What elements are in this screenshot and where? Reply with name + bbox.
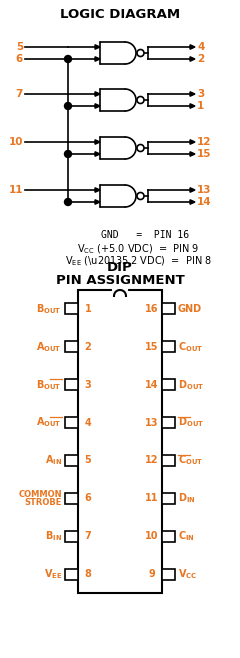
Text: 4: 4 bbox=[85, 418, 91, 428]
Text: V$_{\mathregular{EE}}$: V$_{\mathregular{EE}}$ bbox=[44, 567, 62, 581]
Bar bbox=[65, 569, 78, 580]
Polygon shape bbox=[190, 45, 195, 49]
Polygon shape bbox=[190, 200, 195, 204]
Text: 6: 6 bbox=[16, 54, 23, 64]
Text: C$_{\mathregular{IN}}$: C$_{\mathregular{IN}}$ bbox=[178, 529, 195, 543]
Text: 10: 10 bbox=[8, 137, 23, 147]
Bar bbox=[162, 493, 175, 504]
Polygon shape bbox=[190, 139, 195, 144]
Text: 2: 2 bbox=[85, 342, 91, 352]
Text: 8: 8 bbox=[84, 569, 91, 579]
Text: D$_{\mathregular{OUT}}$: D$_{\mathregular{OUT}}$ bbox=[178, 378, 204, 392]
Text: 10: 10 bbox=[145, 531, 159, 541]
Bar bbox=[162, 379, 175, 390]
Polygon shape bbox=[95, 57, 100, 61]
Bar bbox=[162, 342, 175, 352]
Text: B$_{\mathregular{OUT}}$: B$_{\mathregular{OUT}}$ bbox=[36, 302, 62, 316]
Text: B$_{\mathregular{OUT}}$: B$_{\mathregular{OUT}}$ bbox=[36, 378, 62, 392]
Text: V$_{\mathregular{CC}}$ (+5.0 VDC)  =  PIN 9: V$_{\mathregular{CC}}$ (+5.0 VDC) = PIN … bbox=[77, 242, 199, 255]
Text: 11: 11 bbox=[8, 185, 23, 195]
Bar bbox=[162, 303, 175, 315]
Text: 1: 1 bbox=[197, 101, 204, 111]
Polygon shape bbox=[95, 91, 100, 96]
Bar bbox=[162, 569, 175, 580]
Polygon shape bbox=[190, 188, 195, 192]
Polygon shape bbox=[95, 104, 100, 109]
Text: 14: 14 bbox=[145, 380, 159, 390]
Circle shape bbox=[65, 151, 72, 157]
Text: 5: 5 bbox=[85, 455, 91, 465]
Text: PIN ASSIGNMENT: PIN ASSIGNMENT bbox=[56, 274, 184, 287]
Text: 11: 11 bbox=[145, 494, 159, 503]
Bar bbox=[65, 455, 78, 466]
Text: 13: 13 bbox=[197, 185, 211, 195]
Circle shape bbox=[65, 55, 72, 63]
Bar bbox=[162, 417, 175, 428]
Bar bbox=[78, 290, 162, 593]
Text: 9: 9 bbox=[149, 569, 155, 579]
Text: LOGIC DIAGRAM: LOGIC DIAGRAM bbox=[60, 8, 180, 21]
Text: STROBE: STROBE bbox=[25, 498, 62, 507]
Polygon shape bbox=[190, 152, 195, 156]
Text: V$_{\mathregular{EE}}$ (\u20135.2 VDC)  =  PIN 8: V$_{\mathregular{EE}}$ (\u20135.2 VDC) =… bbox=[65, 254, 211, 268]
Text: 6: 6 bbox=[85, 494, 91, 503]
Text: D$_{\mathregular{IN}}$: D$_{\mathregular{IN}}$ bbox=[178, 492, 196, 505]
Text: 15: 15 bbox=[197, 149, 211, 159]
Text: A$_{\mathregular{OUT}}$: A$_{\mathregular{OUT}}$ bbox=[36, 416, 62, 430]
Text: C$_{\mathregular{OUT}}$: C$_{\mathregular{OUT}}$ bbox=[178, 453, 203, 467]
Bar bbox=[65, 531, 78, 542]
Text: 7: 7 bbox=[85, 531, 91, 541]
Circle shape bbox=[65, 103, 72, 109]
Text: A$_{\mathregular{OUT}}$: A$_{\mathregular{OUT}}$ bbox=[36, 340, 62, 354]
Bar bbox=[65, 417, 78, 428]
Polygon shape bbox=[95, 139, 100, 144]
Bar bbox=[162, 455, 175, 466]
Polygon shape bbox=[95, 45, 100, 49]
Polygon shape bbox=[190, 104, 195, 109]
Bar bbox=[162, 531, 175, 542]
Text: 14: 14 bbox=[197, 197, 212, 207]
Text: COMMON: COMMON bbox=[18, 490, 62, 499]
Text: 16: 16 bbox=[145, 304, 159, 314]
Text: D$_{\mathregular{OUT}}$: D$_{\mathregular{OUT}}$ bbox=[178, 416, 204, 430]
Text: 4: 4 bbox=[197, 42, 204, 52]
Polygon shape bbox=[95, 152, 100, 156]
Text: 1: 1 bbox=[85, 304, 91, 314]
Text: 7: 7 bbox=[16, 89, 23, 99]
Text: 12: 12 bbox=[145, 455, 159, 465]
Polygon shape bbox=[190, 91, 195, 96]
Text: GND   =  PIN 16: GND = PIN 16 bbox=[101, 230, 189, 240]
Polygon shape bbox=[190, 57, 195, 61]
Text: A$_{\mathregular{IN}}$: A$_{\mathregular{IN}}$ bbox=[45, 453, 62, 467]
Text: V$_{\mathregular{CC}}$: V$_{\mathregular{CC}}$ bbox=[178, 567, 197, 581]
Bar bbox=[65, 303, 78, 315]
Text: 5: 5 bbox=[16, 42, 23, 52]
Polygon shape bbox=[95, 188, 100, 192]
Bar bbox=[65, 379, 78, 390]
Bar bbox=[65, 493, 78, 504]
Text: C$_{\mathregular{OUT}}$: C$_{\mathregular{OUT}}$ bbox=[178, 340, 203, 354]
Polygon shape bbox=[95, 200, 100, 204]
Text: DIP: DIP bbox=[107, 261, 133, 274]
Text: 12: 12 bbox=[197, 137, 211, 147]
Text: 2: 2 bbox=[197, 54, 204, 64]
Text: 13: 13 bbox=[145, 418, 159, 428]
Circle shape bbox=[65, 199, 72, 205]
Bar bbox=[65, 342, 78, 352]
Text: 3: 3 bbox=[85, 380, 91, 390]
Text: GND: GND bbox=[178, 304, 202, 314]
Text: 15: 15 bbox=[145, 342, 159, 352]
Text: 3: 3 bbox=[197, 89, 204, 99]
Text: B$_{\mathregular{IN}}$: B$_{\mathregular{IN}}$ bbox=[45, 529, 62, 543]
